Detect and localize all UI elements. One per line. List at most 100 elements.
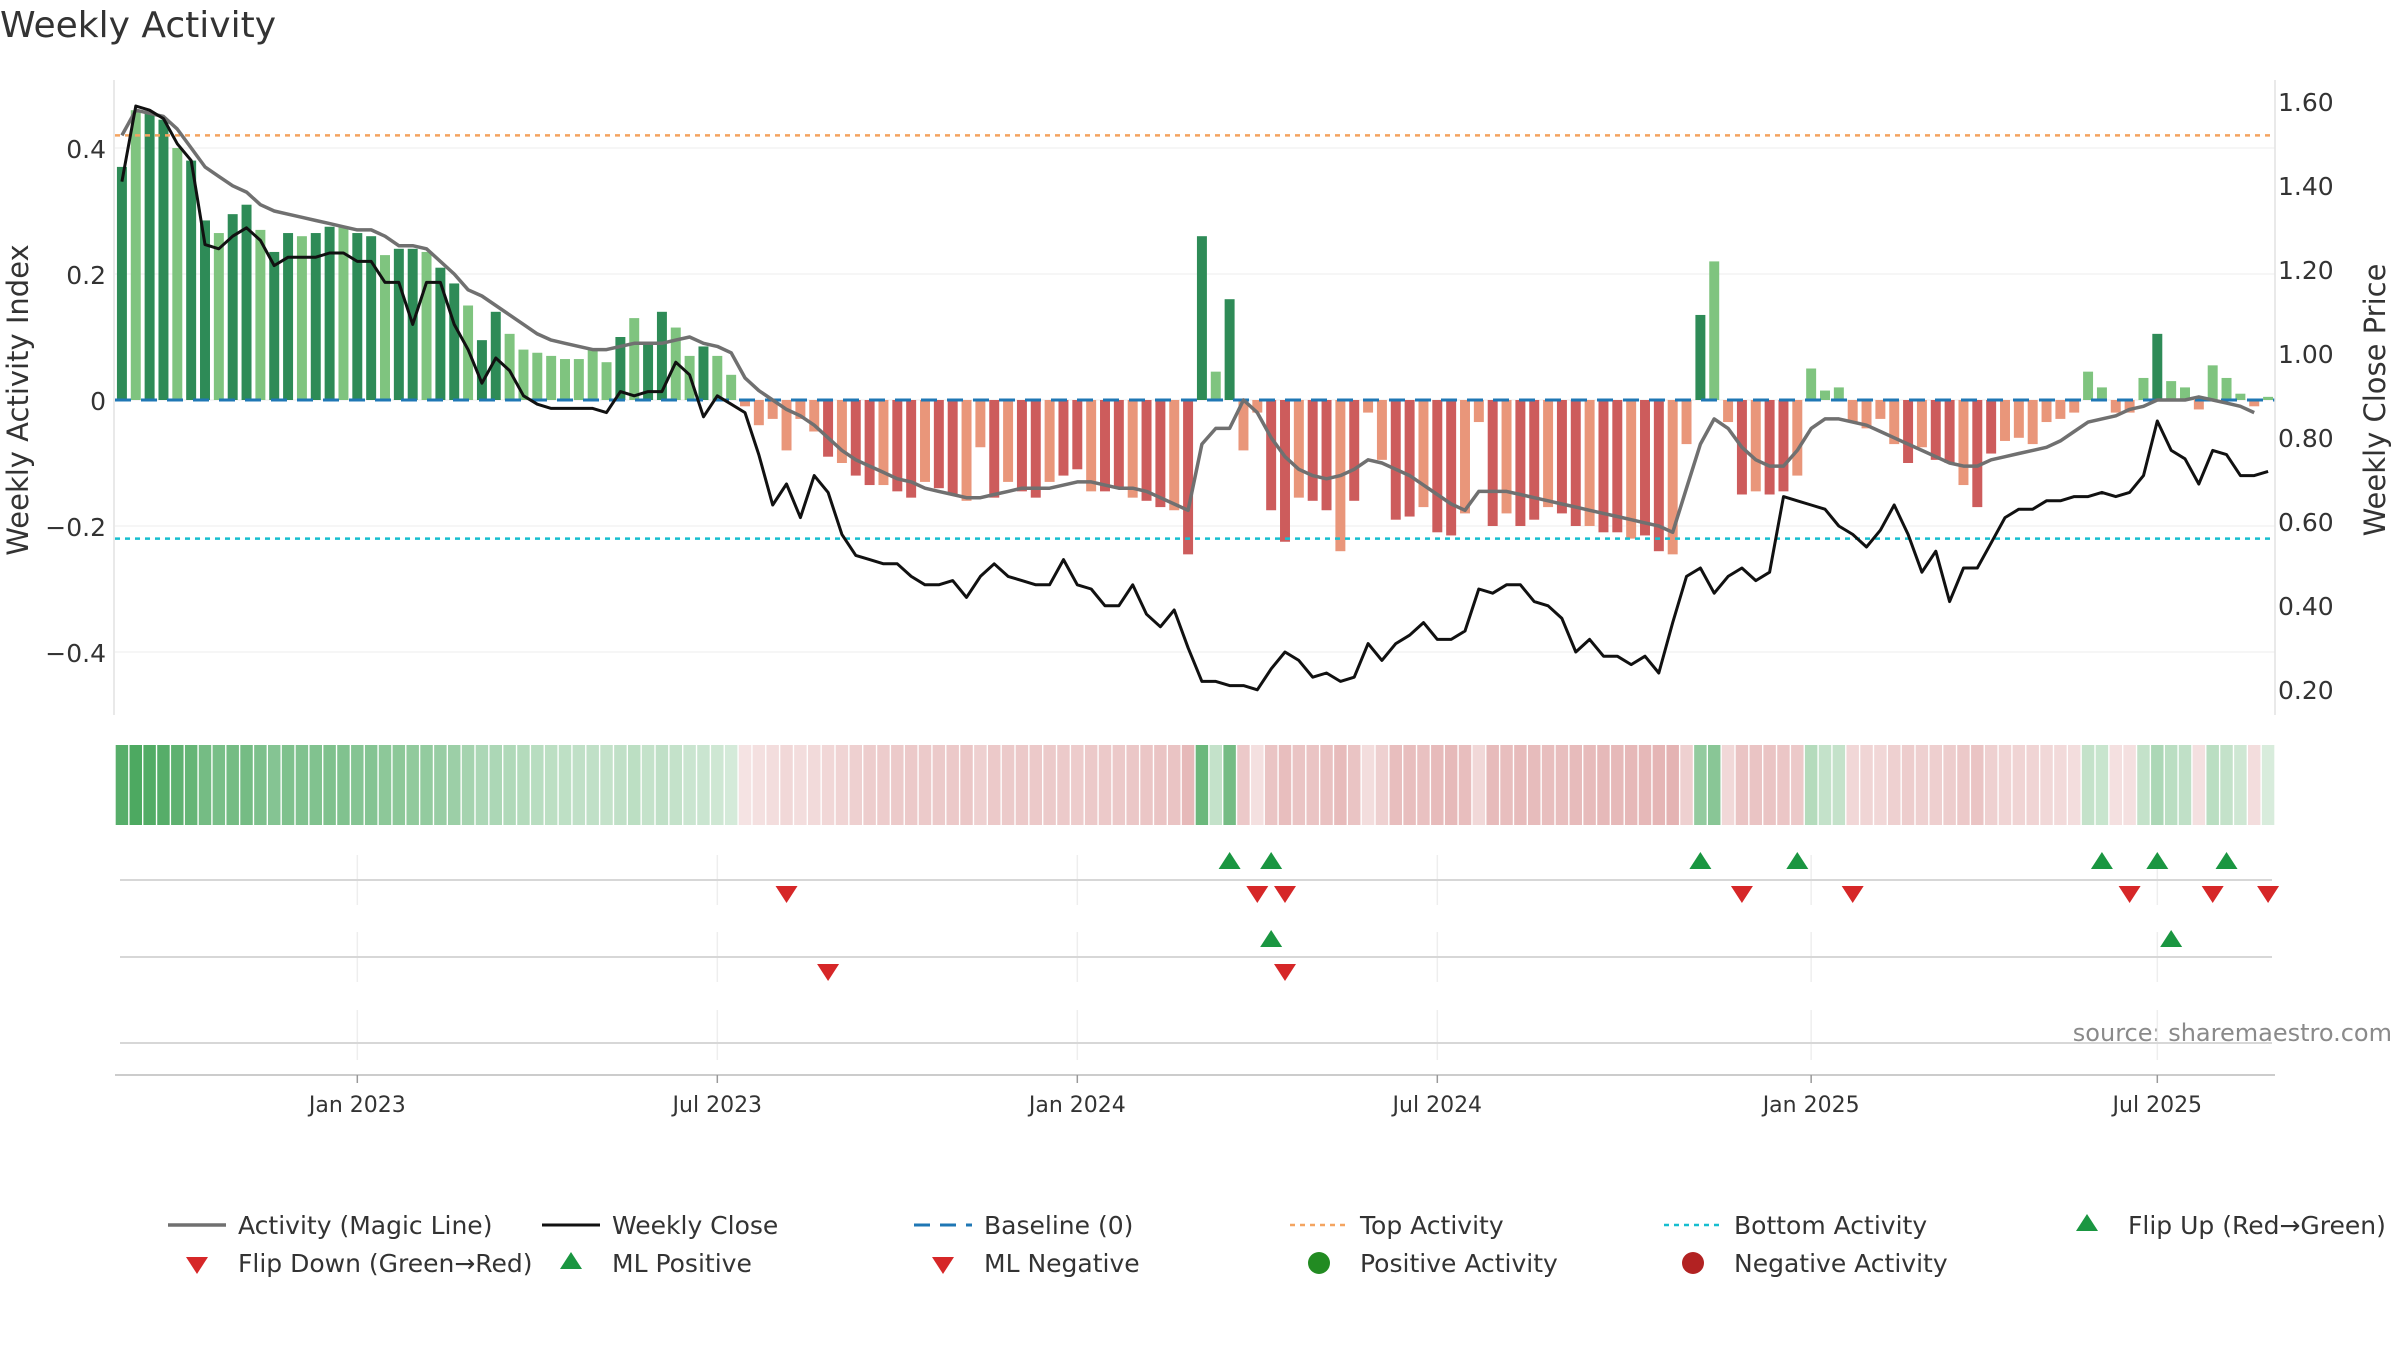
legend-label: Positive Activity [1360, 1249, 1558, 1278]
heat-cell [1417, 745, 1430, 825]
legend-label: Negative Activity [1734, 1249, 1948, 1278]
activity-bar [186, 160, 197, 400]
weekly-close-line [120, 104, 2269, 692]
heat-cell [1569, 745, 1582, 825]
heat-cell [1860, 745, 1873, 825]
activity-bar [2027, 400, 2038, 445]
activity-bar [920, 400, 930, 482]
heat-cell [351, 745, 364, 825]
activity-bar [643, 343, 654, 400]
activity-bar [1681, 400, 1692, 445]
heat-cell [198, 745, 212, 825]
activity-bar [504, 333, 515, 400]
heat-cell [641, 745, 655, 825]
activity-bar [1515, 400, 1526, 526]
heat-cell [1514, 745, 1527, 825]
activity-bar [518, 349, 529, 400]
activity-bar [1473, 400, 1484, 423]
heat-cell [448, 745, 461, 825]
heat-cell [683, 745, 696, 825]
activity-bar [1640, 400, 1650, 536]
heat-cell [2012, 745, 2026, 825]
heat-cell [2234, 745, 2247, 825]
activity-bar [546, 355, 557, 400]
activity-bar [393, 248, 404, 400]
flip-down-marker [1841, 886, 1864, 903]
heat-cell [1361, 745, 1375, 825]
heat-cell [1015, 745, 1029, 825]
heat-cell [309, 745, 322, 825]
heat-cell [835, 745, 849, 825]
legend: Activity (Magic Line) Weekly Close Baselin… [168, 1211, 2386, 1278]
heat-cell [766, 745, 779, 825]
activity-bar [864, 400, 875, 486]
heat-cell [364, 745, 378, 825]
activity-bar [1016, 400, 1027, 492]
activity-bar [1086, 400, 1097, 492]
activity-bar [1764, 400, 1775, 495]
y-right-axis-label: Weekly Close Price [2358, 264, 2392, 537]
heat-cell [918, 745, 932, 825]
activity-bar [1750, 400, 1761, 492]
heat-cell [586, 745, 599, 825]
heat-cell [1126, 745, 1139, 825]
activity-bar [1100, 400, 1110, 492]
y-left-tick-label: −0.2 [45, 513, 106, 542]
activity-bar [1280, 400, 1290, 542]
activity-bar [989, 400, 1000, 498]
ml-negative-marker [1274, 964, 1296, 981]
heat-cell [2123, 745, 2136, 825]
heat-cell [1403, 745, 1416, 825]
legend-swatch-up [2076, 1214, 2098, 1231]
activity-bar [961, 400, 972, 501]
activity-bar [1806, 368, 1817, 400]
activity-bar [1321, 400, 1332, 511]
activity-bar [1875, 400, 1886, 419]
heat-cell [1223, 745, 1236, 825]
activity-bar [1293, 400, 1304, 498]
activity-bar [947, 400, 958, 495]
heat-cell [1818, 745, 1832, 825]
heat-cell [1735, 745, 1749, 825]
x-tick-label: Jul 2023 [671, 1093, 763, 1118]
activity-bar [2249, 400, 2260, 407]
activity-bar [1598, 400, 1609, 533]
legend-swatch-negative [1682, 1252, 1704, 1274]
activity-bar [1584, 400, 1595, 526]
activity-bar [1196, 236, 1207, 400]
heat-cell [1528, 745, 1541, 825]
flip-up-marker [2215, 852, 2238, 869]
activity-bar [892, 400, 903, 492]
heat-cell [157, 745, 170, 825]
heat-cell [1804, 745, 1818, 825]
activity-bar [1778, 400, 1789, 492]
heat-cell [281, 745, 295, 825]
y-left-tick-label: 0.2 [66, 261, 106, 290]
activity-bar [200, 220, 210, 400]
legend-label: Flip Up (Red→Green) [2128, 1211, 2386, 1240]
flip-up-marker [2090, 852, 2113, 869]
heat-cell [780, 745, 793, 825]
activity-bar [1847, 400, 1858, 423]
heat-cell [1375, 745, 1389, 825]
heat-cell [1168, 745, 1181, 825]
legend-label: Flip Down (Green→Red) [238, 1249, 533, 1278]
activity-bar [1252, 400, 1263, 413]
heat-cell [1237, 745, 1250, 825]
heat-cell [337, 745, 350, 825]
heat-cell [1071, 745, 1084, 825]
heat-cell [1583, 745, 1596, 825]
heat-cell [420, 745, 433, 825]
heat-cell [1846, 745, 1859, 825]
activity-bar [795, 400, 806, 419]
activity-bar [255, 229, 266, 400]
heat-cell [503, 745, 516, 825]
activity-bar [1501, 400, 1512, 514]
heat-cell [378, 745, 392, 825]
activity-bar [1238, 400, 1249, 451]
activity-bar [1543, 400, 1554, 508]
activity-bar [532, 352, 543, 400]
activity-bar [1833, 387, 1844, 400]
activity-bar [1723, 400, 1734, 423]
